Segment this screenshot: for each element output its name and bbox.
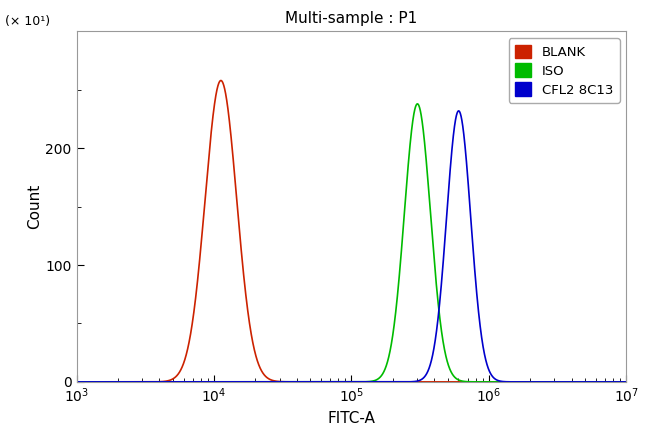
ISO <box>413 101 421 107</box>
BLANK <box>398 379 406 385</box>
X-axis label: FITC-A: FITC-A <box>328 411 376 426</box>
CFL2 8C13 <box>510 379 517 385</box>
ISO <box>100 379 108 385</box>
ISO <box>623 379 630 385</box>
CFL2 8C13 <box>398 379 406 385</box>
BLANK <box>73 379 81 385</box>
CFL2 8C13 <box>623 379 630 385</box>
BLANK <box>623 379 630 385</box>
CFL2 8C13 <box>422 372 430 378</box>
CFL2 8C13 <box>73 379 81 385</box>
Line: BLANK: BLANK <box>77 80 627 382</box>
CFL2 8C13 <box>100 379 108 385</box>
ISO <box>398 243 406 248</box>
BLANK <box>100 379 108 385</box>
CFL2 8C13 <box>272 379 280 385</box>
BLANK <box>510 379 517 385</box>
ISO <box>272 379 280 385</box>
Text: (× 10¹): (× 10¹) <box>5 15 50 28</box>
ISO <box>73 379 81 385</box>
ISO <box>480 379 488 385</box>
BLANK <box>217 78 225 83</box>
Legend: BLANK, ISO, CFL2 8C13: BLANK, ISO, CFL2 8C13 <box>509 38 619 103</box>
Y-axis label: Count: Count <box>27 184 43 229</box>
BLANK <box>272 378 280 384</box>
CFL2 8C13 <box>455 108 463 114</box>
ISO <box>510 379 517 385</box>
Title: Multi-sample : P1: Multi-sample : P1 <box>285 11 417 26</box>
BLANK <box>480 379 488 385</box>
CFL2 8C13 <box>480 350 488 355</box>
ISO <box>422 154 430 160</box>
Line: CFL2 8C13: CFL2 8C13 <box>77 111 627 382</box>
Line: ISO: ISO <box>77 104 627 382</box>
BLANK <box>422 379 430 385</box>
